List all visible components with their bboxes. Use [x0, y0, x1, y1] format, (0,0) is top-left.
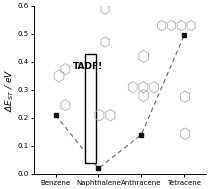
Text: TADF!: TADF!: [73, 62, 103, 71]
Bar: [85, 53, 96, 163]
Y-axis label: ΔE$_{ST}$ / eV: ΔE$_{ST}$ / eV: [4, 68, 16, 112]
